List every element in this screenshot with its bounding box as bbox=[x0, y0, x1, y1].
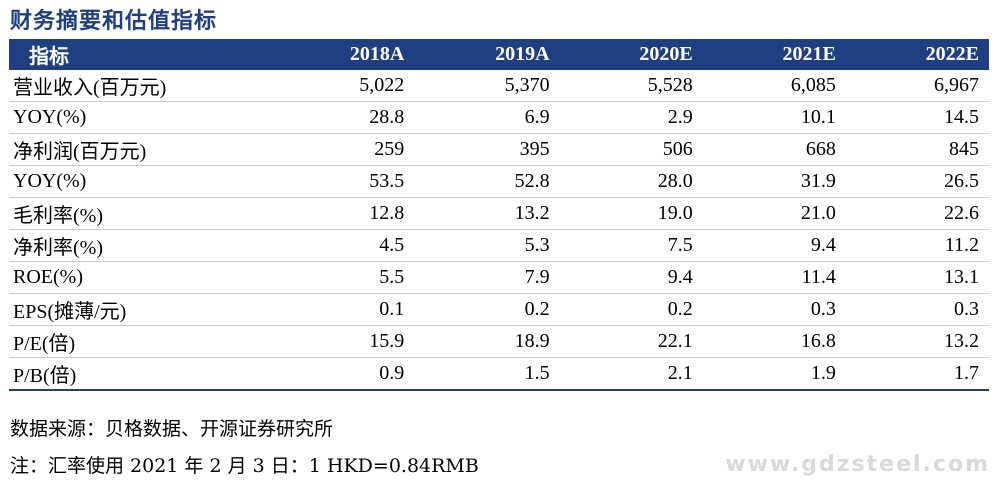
row-value: 845 bbox=[845, 133, 989, 166]
row-value: 6,085 bbox=[702, 70, 846, 102]
source-note: 数据来源：贝格数据、开源证券研究所 bbox=[10, 418, 334, 440]
row-value: 13.2 bbox=[414, 197, 560, 230]
header-indicator: 指标 bbox=[9, 39, 269, 70]
row-value: 18.9 bbox=[414, 325, 560, 358]
row-value: 2.9 bbox=[559, 101, 703, 134]
table-row: YOY(%) 28.8 6.9 2.9 10.1 14.5 bbox=[9, 101, 989, 134]
row-value: 28.8 bbox=[269, 101, 415, 134]
row-value: 5.5 bbox=[269, 261, 415, 294]
row-value: 1.5 bbox=[414, 357, 560, 391]
row-label: 净利润(百万元) bbox=[9, 133, 269, 166]
row-value: 52.8 bbox=[414, 165, 560, 198]
row-value: 10.1 bbox=[702, 101, 846, 134]
row-value: 0.3 bbox=[702, 293, 846, 326]
row-value: 13.1 bbox=[845, 261, 989, 294]
row-value: 1.7 bbox=[845, 357, 989, 391]
row-value: 12.8 bbox=[269, 197, 415, 230]
exchange-rate-note: 注：汇率使用 2021 年 2 月 3 日：1 HKD=0.84RMB bbox=[10, 455, 479, 477]
table-row: EPS(摊薄/元) 0.1 0.2 0.2 0.3 0.3 bbox=[9, 293, 989, 326]
row-label: P/B(倍) bbox=[9, 357, 269, 391]
row-value: 53.5 bbox=[269, 165, 415, 198]
table-row: 净利率(%) 4.5 5.3 7.5 9.4 11.2 bbox=[9, 229, 989, 262]
table-row: 营业收入(百万元) 5,022 5,370 5,528 6,085 6,967 bbox=[9, 70, 989, 102]
row-label: YOY(%) bbox=[9, 165, 269, 198]
row-value: 668 bbox=[702, 133, 846, 166]
row-value: 28.0 bbox=[559, 165, 703, 198]
header-year: 2018A bbox=[269, 39, 415, 70]
table-row: P/B(倍) 0.9 1.5 2.1 1.9 1.7 bbox=[9, 357, 989, 391]
row-value: 22.6 bbox=[845, 197, 989, 230]
row-value: 11.4 bbox=[702, 261, 846, 294]
row-value: 6,967 bbox=[845, 70, 989, 102]
table-row: ROE(%) 5.5 7.9 9.4 11.4 13.1 bbox=[9, 261, 989, 294]
row-value: 395 bbox=[414, 133, 560, 166]
row-value: 13.2 bbox=[845, 325, 989, 358]
row-value: 9.4 bbox=[559, 261, 703, 294]
financial-summary-table: 指标 2018A 2019A 2020E 2021E 2022E 营业收入(百万… bbox=[9, 39, 989, 391]
row-value: 7.5 bbox=[559, 229, 703, 262]
row-value: 0.2 bbox=[559, 293, 703, 326]
row-value: 14.5 bbox=[845, 101, 989, 134]
row-label: EPS(摊薄/元) bbox=[9, 293, 269, 326]
row-value: 9.4 bbox=[702, 229, 846, 262]
watermark: www.gdzsteel.com bbox=[725, 452, 990, 477]
row-value: 15.9 bbox=[269, 325, 415, 358]
row-value: 1.9 bbox=[702, 357, 846, 391]
table-row: 毛利率(%) 12.8 13.2 19.0 21.0 22.6 bbox=[9, 197, 989, 230]
row-value: 0.3 bbox=[845, 293, 989, 326]
page-title: 财务摘要和估值指标 bbox=[10, 8, 218, 34]
row-value: 506 bbox=[559, 133, 703, 166]
table-row: YOY(%) 53.5 52.8 28.0 31.9 26.5 bbox=[9, 165, 989, 198]
row-value: 21.0 bbox=[702, 197, 846, 230]
table-row: 净利润(百万元) 259 395 506 668 845 bbox=[9, 133, 989, 166]
row-label: 营业收入(百万元) bbox=[9, 70, 269, 102]
row-label: ROE(%) bbox=[9, 261, 269, 294]
row-value: 19.0 bbox=[559, 197, 703, 230]
row-label: P/E(倍) bbox=[9, 325, 269, 358]
header-year: 2020E bbox=[559, 39, 703, 70]
row-value: 6.9 bbox=[414, 101, 560, 134]
row-value: 5,022 bbox=[269, 70, 415, 102]
row-value: 2.1 bbox=[559, 357, 703, 391]
row-value: 5.3 bbox=[414, 229, 560, 262]
row-value: 0.9 bbox=[269, 357, 415, 391]
table-row: P/E(倍) 15.9 18.9 22.1 16.8 13.2 bbox=[9, 325, 989, 358]
row-value: 0.2 bbox=[414, 293, 560, 326]
row-value: 5,370 bbox=[414, 70, 560, 102]
row-value: 7.9 bbox=[414, 261, 560, 294]
row-label: 毛利率(%) bbox=[9, 197, 269, 230]
row-value: 22.1 bbox=[559, 325, 703, 358]
row-label: YOY(%) bbox=[9, 101, 269, 134]
row-value: 16.8 bbox=[702, 325, 846, 358]
header-year: 2022E bbox=[845, 39, 989, 70]
row-value: 31.9 bbox=[702, 165, 846, 198]
row-value: 259 bbox=[269, 133, 415, 166]
row-value: 26.5 bbox=[845, 165, 989, 198]
row-label: 净利率(%) bbox=[9, 229, 269, 262]
row-value: 4.5 bbox=[269, 229, 415, 262]
header-year: 2019A bbox=[414, 39, 560, 70]
table-header-row: 指标 2018A 2019A 2020E 2021E 2022E bbox=[9, 39, 989, 70]
row-value: 5,528 bbox=[559, 70, 703, 102]
header-year: 2021E bbox=[702, 39, 846, 70]
row-value: 0.1 bbox=[269, 293, 415, 326]
row-value: 11.2 bbox=[845, 229, 989, 262]
